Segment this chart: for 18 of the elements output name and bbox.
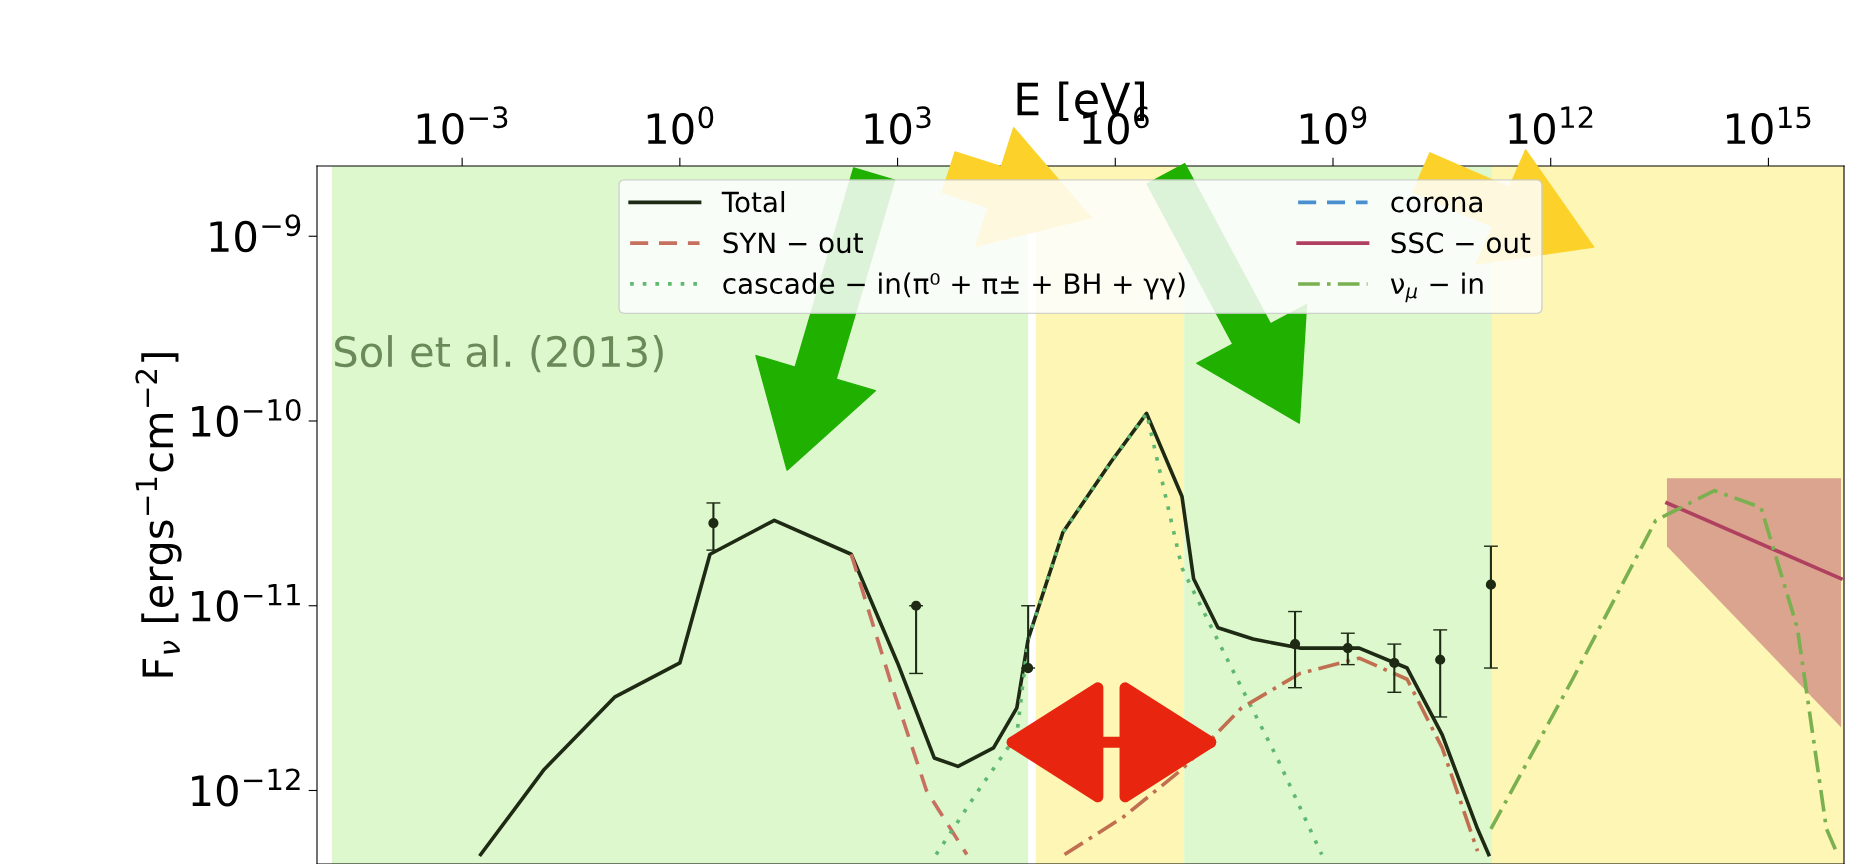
annotation: Sol et al. (2013) — [335, 335, 663, 373]
legend-label: SSC − out — [1391, 232, 1531, 254]
x-tick-label: 10$^{3}$ — [865, 106, 931, 145]
x-tick-label: 10$^{−3}$ — [417, 106, 508, 145]
y-tick-label: 10$^{−10}$ — [192, 398, 301, 438]
y-axis-title: F$_{ν}$ [ergs$^{−1}$cm$^{−2}$] — [135, 353, 182, 677]
y-tick-label: 10$^{−11}$ — [192, 584, 300, 622]
legend-label: cascade − in(π⁰ + π± + BH + γγ) — [723, 272, 1185, 300]
x-tick-label: 10$^{0}$ — [647, 106, 714, 145]
legend-label: corona — [1391, 196, 1482, 213]
y-tick-label: 10$^{−9}$ — [210, 214, 301, 253]
x-tick-label: 10$^{9}$ — [1300, 106, 1367, 145]
legend-label: ν$_{μ}$ − in — [1390, 272, 1483, 303]
y-tick-label: 10$^{−12}$ — [192, 768, 300, 807]
x-tick-label: 10$^{15}$ — [1726, 106, 1811, 145]
x-tick-label: 10$^{12}$ — [1509, 106, 1593, 145]
legend-label: Total — [721, 191, 785, 213]
legend-label: SYN − out — [723, 232, 863, 254]
